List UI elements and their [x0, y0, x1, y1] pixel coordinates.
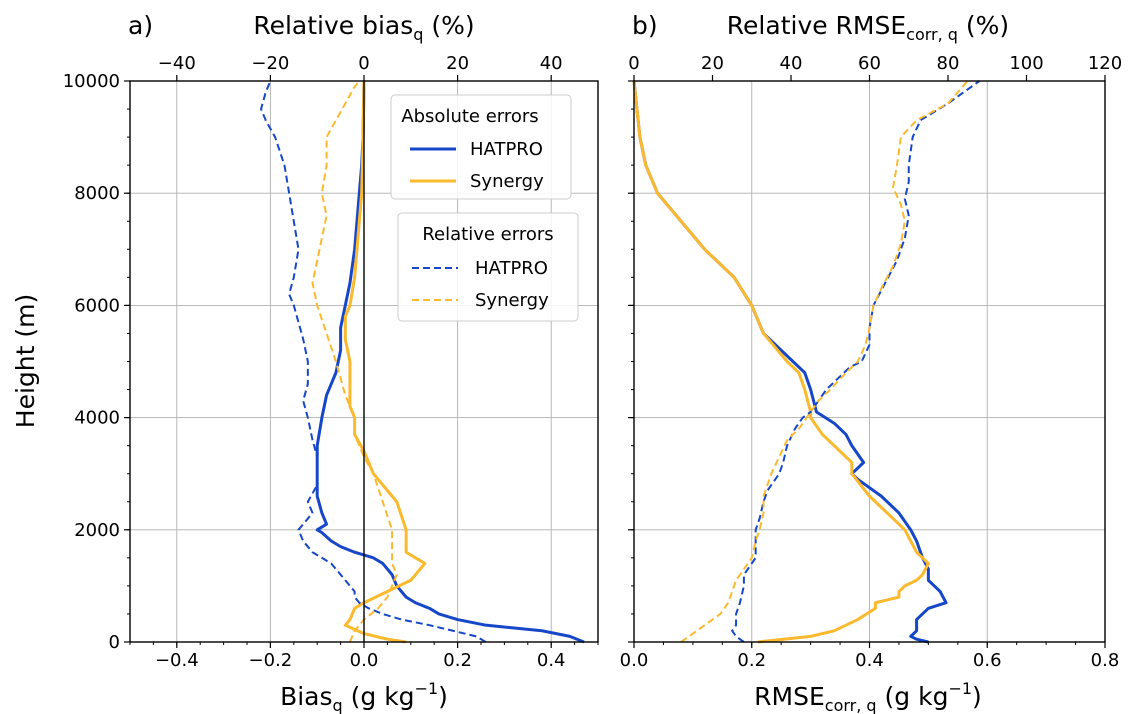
top-tick-label: 40: [780, 53, 803, 74]
panel-a-ticks: −0.4 −0.2 0.0 0.2 0.4 −40 −20 0 20 40 0 2000 4000 600…: [63, 53, 599, 671]
x-tick-label: −0.4: [155, 650, 199, 671]
y-tick-label: 0: [109, 632, 120, 653]
panel-b-ticks: 0.0 0.2 0.4 0.6 0.8 0 20 40 60 80 100 120: [620, 53, 1123, 671]
series-line-synergy-dashed: [680, 80, 969, 643]
top-tick-label: −20: [251, 53, 289, 74]
x-tick-label: 0.0: [620, 650, 649, 671]
x-tick-label: 0.4: [855, 650, 884, 671]
panel-a: −0.4 −0.2 0.0 0.2 0.4 −40 −20 0 20 40 0 2000 4000 600…: [11, 11, 599, 714]
top-tick-label: 60: [858, 53, 881, 74]
x-tick-label: 0.2: [443, 650, 472, 671]
top-tick-label: 20: [446, 53, 469, 74]
y-axis-label: Height (m): [11, 294, 40, 428]
y-tick-label: 8000: [74, 183, 120, 204]
y-tick-label: 10000: [63, 71, 120, 92]
y-tick-label: 4000: [74, 408, 120, 429]
panel-b-series: [632, 80, 980, 644]
series-line-synergy-dashed: [311, 80, 398, 643]
x-tick-label: 0.2: [737, 650, 766, 671]
series-line-hatpro-solid: [315, 80, 585, 644]
panel-b-label: b): [632, 11, 658, 40]
legend-title-absolute: Absolute errors: [401, 106, 538, 127]
top-tick-label: 100: [1009, 53, 1043, 74]
top-tick-label: 0: [628, 53, 639, 74]
x-tick-label: 0.6: [973, 650, 1002, 671]
panel-a-xlabel: Biasq (g kg−1): [280, 679, 448, 714]
y-tick-label: 6000: [74, 295, 120, 316]
x-tick-label: 0.8: [1091, 650, 1120, 671]
x-tick-label: 0.0: [350, 650, 379, 671]
legend-entry-synergy-dashed: Synergy: [475, 290, 549, 311]
top-tick-label: 20: [701, 53, 724, 74]
legend-title-relative: Relative errors: [422, 224, 553, 245]
panel-a-top-title: Relative biasq (%): [253, 11, 474, 44]
series-line-hatpro-dashed: [731, 80, 980, 643]
top-tick-label: 120: [1088, 53, 1122, 74]
top-tick-label: 80: [937, 53, 960, 74]
legend: Absolute errors HATPRO Synergy Relative …: [390, 94, 579, 322]
legend-entry-synergy-solid: Synergy: [470, 171, 544, 192]
top-tick-label: 40: [540, 53, 563, 74]
top-tick-label: −40: [158, 53, 196, 74]
panel-a-label: a): [128, 11, 153, 40]
x-tick-label: 0.4: [537, 650, 566, 671]
x-tick-label: −0.2: [249, 650, 293, 671]
series-line-synergy-solid: [632, 80, 930, 644]
legend-box-relative: [397, 212, 579, 322]
panel-b-xlabel: RMSEcorr, q (g kg−1): [754, 679, 982, 714]
top-tick-label: 0: [358, 53, 369, 74]
legend-entry-hatpro-solid: HATPRO: [470, 139, 543, 160]
panel-b: 0.0 0.2 0.4 0.6 0.8 0 20 40 60 80 100 120 b) Relati…: [620, 11, 1123, 714]
legend-entry-hatpro-dashed: HATPRO: [475, 258, 548, 279]
panel-b-top-title: Relative RMSEcorr, q (%): [727, 11, 1009, 44]
y-tick-label: 2000: [74, 520, 120, 541]
legend-box-absolute: [390, 94, 572, 200]
